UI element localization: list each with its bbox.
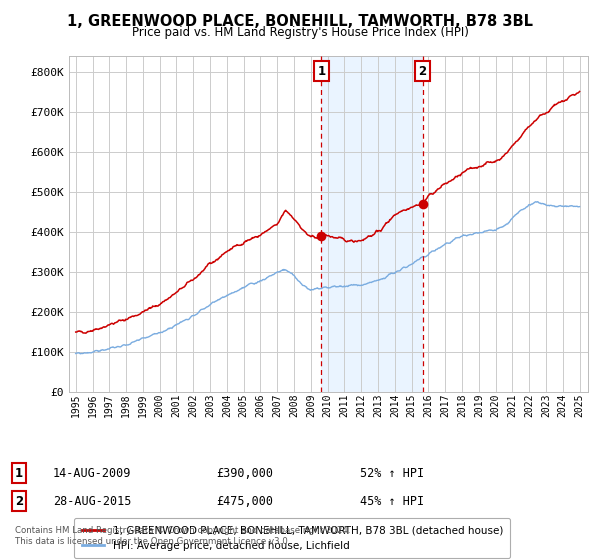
Text: 1: 1 [15,466,23,480]
Text: 1: 1 [317,64,325,78]
Text: Price paid vs. HM Land Registry's House Price Index (HPI): Price paid vs. HM Land Registry's House … [131,26,469,39]
Bar [321,56,422,392]
Text: 52% ↑ HPI: 52% ↑ HPI [360,466,424,480]
Legend: 1, GREENWOOD PLACE, BONEHILL, TAMWORTH, B78 3BL (detached house), HPI: Average p: 1, GREENWOOD PLACE, BONEHILL, TAMWORTH, … [74,518,511,558]
Text: 45% ↑ HPI: 45% ↑ HPI [360,494,424,508]
Text: 14-AUG-2009: 14-AUG-2009 [53,466,131,480]
Text: 28-AUG-2015: 28-AUG-2015 [53,494,131,508]
Text: 2: 2 [15,494,23,508]
Text: £390,000: £390,000 [216,466,273,480]
Text: 2: 2 [418,64,427,78]
Text: £475,000: £475,000 [216,494,273,508]
Text: Contains HM Land Registry data © Crown copyright and database right 2024.
This d: Contains HM Land Registry data © Crown c… [15,526,350,546]
Text: 1, GREENWOOD PLACE, BONEHILL, TAMWORTH, B78 3BL: 1, GREENWOOD PLACE, BONEHILL, TAMWORTH, … [67,14,533,29]
